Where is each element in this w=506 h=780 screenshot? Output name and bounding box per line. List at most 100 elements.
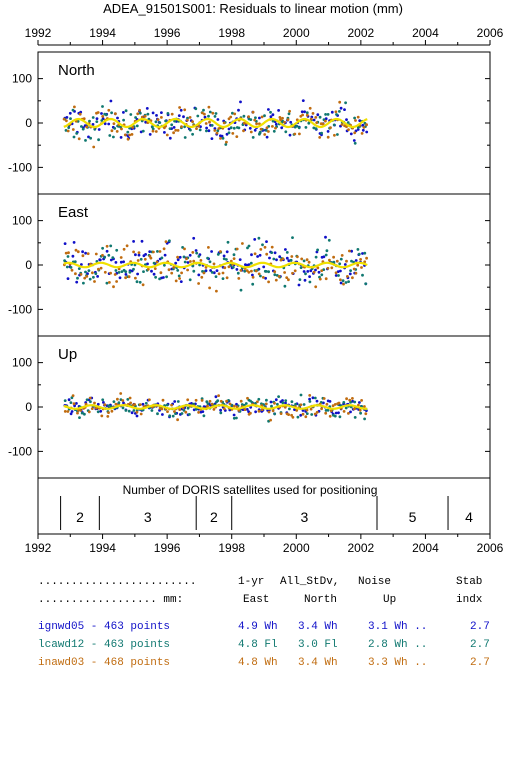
- residual-point-ignwd05: [269, 400, 273, 404]
- top-tick-label: 2006: [477, 26, 504, 40]
- residual-point-ignwd05: [69, 412, 73, 416]
- residual-point-ignwd05: [144, 253, 148, 256]
- residual-point-inawd03: [259, 127, 263, 131]
- residual-point-inawd03: [114, 402, 118, 406]
- residual-point-inawd03: [283, 271, 286, 274]
- residual-point-lcawd12: [208, 260, 212, 264]
- residual-point-lcawd12: [103, 256, 106, 259]
- residual-point-lcawd12: [231, 111, 234, 115]
- residual-point-inawd03: [186, 398, 190, 402]
- residual-point-inawd03: [183, 247, 186, 251]
- residual-point-ignwd05: [65, 116, 69, 119]
- residual-point-inawd03: [305, 258, 309, 262]
- residual-point-inawd03: [290, 255, 294, 258]
- residual-point-lcawd12: [188, 413, 191, 416]
- residual-point-lcawd12: [132, 267, 135, 271]
- residual-point-lcawd12: [115, 248, 119, 252]
- residual-point-inawd03: [112, 122, 116, 125]
- residual-point-ignwd05: [71, 254, 75, 258]
- residual-point-inawd03: [79, 409, 82, 412]
- residual-point-lcawd12: [242, 114, 246, 118]
- residual-point-inawd03: [148, 398, 151, 402]
- residual-point-inawd03: [326, 266, 330, 270]
- residual-point-lcawd12: [235, 416, 238, 420]
- residual-point-lcawd12: [273, 412, 277, 416]
- residual-point-ignwd05: [192, 236, 196, 240]
- residual-point-inawd03: [110, 129, 114, 133]
- residual-point-lcawd12: [84, 139, 87, 142]
- row-up: 3.1 Wh ..: [368, 621, 428, 633]
- residual-point-inawd03: [291, 271, 294, 275]
- residual-point-lcawd12: [344, 281, 348, 284]
- residual-point-inawd03: [299, 403, 303, 407]
- residual-point-lcawd12: [165, 275, 169, 279]
- residual-point-inawd03: [178, 277, 182, 280]
- residual-point-lcawd12: [353, 400, 357, 404]
- residual-point-ignwd05: [312, 118, 316, 122]
- residual-point-inawd03: [77, 137, 81, 141]
- residual-point-inawd03: [62, 117, 66, 121]
- residual-point-lcawd12: [364, 282, 368, 286]
- residual-point-lcawd12: [168, 127, 172, 130]
- residual-point-ignwd05: [215, 269, 219, 272]
- residual-point-inawd03: [308, 106, 312, 110]
- residual-point-lcawd12: [297, 126, 301, 130]
- residual-point-lcawd12: [67, 126, 71, 129]
- residual-point-lcawd12: [302, 403, 306, 406]
- residual-point-lcawd12: [87, 269, 91, 272]
- residual-point-lcawd12: [168, 414, 172, 418]
- residual-point-inawd03: [348, 249, 351, 253]
- residual-point-lcawd12: [259, 274, 262, 278]
- residual-point-inawd03: [212, 408, 216, 411]
- residual-point-lcawd12: [232, 126, 236, 130]
- residual-point-lcawd12: [120, 270, 124, 273]
- residual-point-lcawd12: [214, 275, 218, 278]
- residual-point-inawd03: [231, 132, 235, 135]
- residual-point-inawd03: [123, 133, 127, 137]
- residual-point-ignwd05: [303, 110, 306, 114]
- residual-point-ignwd05: [146, 262, 149, 266]
- residual-point-ignwd05: [213, 127, 217, 130]
- residual-point-inawd03: [74, 248, 78, 252]
- residual-point-inawd03: [208, 120, 211, 124]
- residual-point-inawd03: [286, 118, 290, 121]
- residual-point-lcawd12: [361, 273, 364, 277]
- residual-point-inawd03: [170, 403, 174, 407]
- residual-point-lcawd12: [124, 270, 128, 273]
- residual-point-ignwd05: [250, 253, 253, 257]
- residual-point-lcawd12: [182, 409, 186, 412]
- residual-point-lcawd12: [107, 253, 111, 257]
- residual-point-ignwd05: [186, 261, 190, 264]
- residual-point-lcawd12: [107, 404, 110, 408]
- residual-point-inawd03: [273, 401, 276, 405]
- residual-point-lcawd12: [88, 119, 91, 123]
- residual-point-inawd03: [71, 394, 75, 397]
- residual-point-inawd03: [283, 405, 287, 409]
- residual-point-inawd03: [138, 108, 142, 112]
- residual-point-ignwd05: [337, 411, 340, 415]
- residual-point-inawd03: [126, 137, 130, 141]
- residual-point-ignwd05: [354, 259, 358, 262]
- residual-point-ignwd05: [361, 252, 364, 255]
- residual-point-inawd03: [172, 131, 176, 135]
- residual-point-inawd03: [227, 117, 231, 121]
- residual-point-inawd03: [128, 133, 132, 137]
- residual-point-lcawd12: [249, 118, 253, 121]
- residual-point-lcawd12: [247, 244, 251, 248]
- residual-point-ignwd05: [326, 130, 330, 133]
- residual-point-ignwd05: [136, 272, 140, 276]
- residual-point-lcawd12: [349, 400, 352, 404]
- residual-point-ignwd05: [247, 263, 251, 266]
- residual-point-inawd03: [124, 276, 127, 280]
- residual-point-ignwd05: [358, 119, 362, 122]
- residual-point-inawd03: [93, 280, 96, 283]
- residual-point-inawd03: [253, 118, 257, 122]
- residual-point-inawd03: [249, 411, 252, 415]
- residual-point-inawd03: [143, 114, 147, 118]
- residual-point-lcawd12: [208, 110, 212, 114]
- residual-point-lcawd12: [124, 109, 128, 113]
- residual-point-ignwd05: [214, 395, 218, 399]
- residual-point-lcawd12: [277, 395, 280, 398]
- panel-up: Up 100 0 -100: [8, 335, 491, 479]
- residual-point-lcawd12: [92, 275, 95, 279]
